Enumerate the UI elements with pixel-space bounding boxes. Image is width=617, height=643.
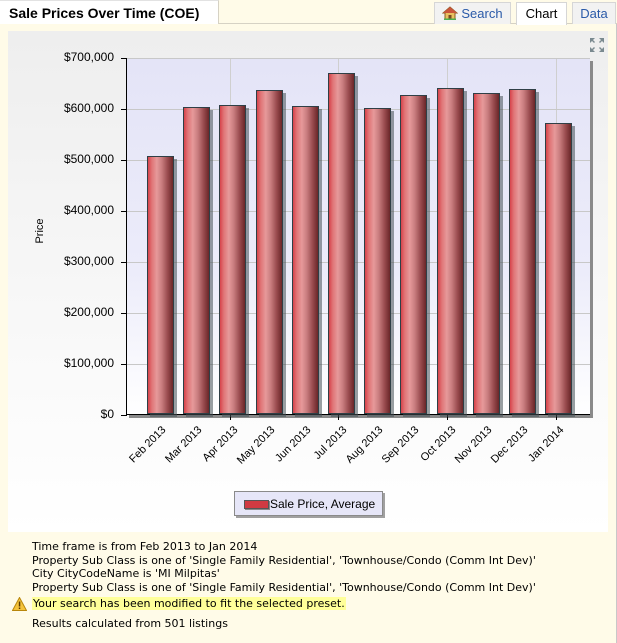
y-tick bbox=[121, 109, 127, 110]
h-gridline bbox=[127, 160, 590, 161]
bar[interactable] bbox=[147, 156, 174, 414]
y-tick-label: $0 bbox=[100, 407, 114, 421]
y-tick-label: $700,000 bbox=[63, 50, 114, 64]
bar[interactable] bbox=[472, 93, 500, 414]
criteria-line: Property Sub Class is one of 'Single Fam… bbox=[32, 553, 536, 567]
warning-icon bbox=[12, 597, 27, 611]
bar[interactable] bbox=[364, 108, 392, 414]
h-gridline bbox=[127, 313, 590, 314]
y-axis-title: Price bbox=[34, 218, 46, 244]
x-tick bbox=[447, 414, 448, 420]
h-gridline bbox=[127, 211, 590, 212]
criteria-line: Property Sub Class is one of 'Single Fam… bbox=[32, 580, 536, 594]
expand-icon[interactable] bbox=[588, 36, 606, 54]
legend-swatch bbox=[244, 500, 269, 509]
tab-search[interactable]: Search bbox=[434, 2, 511, 24]
x-tick bbox=[230, 414, 231, 420]
tab-data-label: Data bbox=[580, 6, 608, 21]
plot-area bbox=[121, 58, 590, 420]
h-gridline bbox=[127, 262, 590, 263]
y-tick-label: $400,000 bbox=[63, 203, 114, 217]
house-icon bbox=[442, 6, 459, 20]
y-tick-label: $500,000 bbox=[63, 152, 114, 166]
y-tick bbox=[121, 160, 127, 161]
bar[interactable] bbox=[219, 104, 247, 414]
bar[interactable] bbox=[436, 87, 464, 414]
bar[interactable] bbox=[400, 95, 428, 414]
tab-chart-label: Chart bbox=[525, 6, 558, 21]
h-gridline bbox=[127, 109, 590, 110]
tab-search-label: Search bbox=[461, 6, 503, 21]
legend-label: Sale Price, Average bbox=[270, 497, 376, 511]
y-tick-label: $100,000 bbox=[63, 356, 114, 370]
warning-text: Your search has been modified to fit the… bbox=[32, 597, 346, 610]
bar[interactable] bbox=[328, 73, 355, 414]
criteria-line: Time frame is from Feb 2013 to Jan 2014 bbox=[32, 540, 258, 553]
page-title: Sale Prices Over Time (COE) bbox=[0, 0, 219, 24]
tab-chart[interactable]: Chart bbox=[516, 2, 567, 25]
y-tick bbox=[121, 415, 127, 416]
bar[interactable] bbox=[509, 88, 536, 414]
y-tick bbox=[121, 262, 127, 263]
criteria-line: City CityCodeName is 'MI Milpitas' bbox=[32, 567, 220, 580]
y-tick bbox=[121, 313, 127, 314]
h-gridline bbox=[127, 58, 590, 59]
chart-legend: Sale Price, Average bbox=[234, 491, 383, 516]
search-criteria: Time frame is from Feb 2013 to Jan 2014 … bbox=[32, 540, 536, 594]
y-tick-label: $300,000 bbox=[63, 254, 114, 268]
tab-data[interactable]: Data bbox=[572, 2, 616, 24]
header: Sale Prices Over Time (COE) Search Chart… bbox=[0, 0, 617, 25]
y-tick-label: $600,000 bbox=[63, 101, 114, 115]
bar[interactable] bbox=[291, 106, 319, 414]
h-gridline bbox=[127, 364, 590, 365]
y-tick bbox=[121, 364, 127, 365]
results-count: Results calculated from 501 listings bbox=[32, 617, 228, 630]
x-tick bbox=[338, 414, 339, 420]
bar[interactable] bbox=[183, 106, 211, 414]
y-tick bbox=[121, 211, 127, 212]
y-tick bbox=[121, 58, 127, 59]
x-tick bbox=[556, 414, 557, 420]
bar[interactable] bbox=[255, 90, 283, 414]
y-tick-label: $200,000 bbox=[63, 305, 114, 319]
bar[interactable] bbox=[545, 123, 573, 414]
